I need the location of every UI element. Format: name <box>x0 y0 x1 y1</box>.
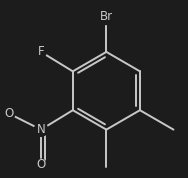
Circle shape <box>98 9 114 25</box>
Circle shape <box>36 47 46 57</box>
Text: Br: Br <box>100 10 113 23</box>
Text: O: O <box>36 158 46 171</box>
Circle shape <box>34 123 48 136</box>
Circle shape <box>35 159 47 171</box>
Text: O: O <box>5 107 14 120</box>
Text: N: N <box>37 123 45 136</box>
Circle shape <box>4 108 15 119</box>
Text: F: F <box>38 45 44 58</box>
